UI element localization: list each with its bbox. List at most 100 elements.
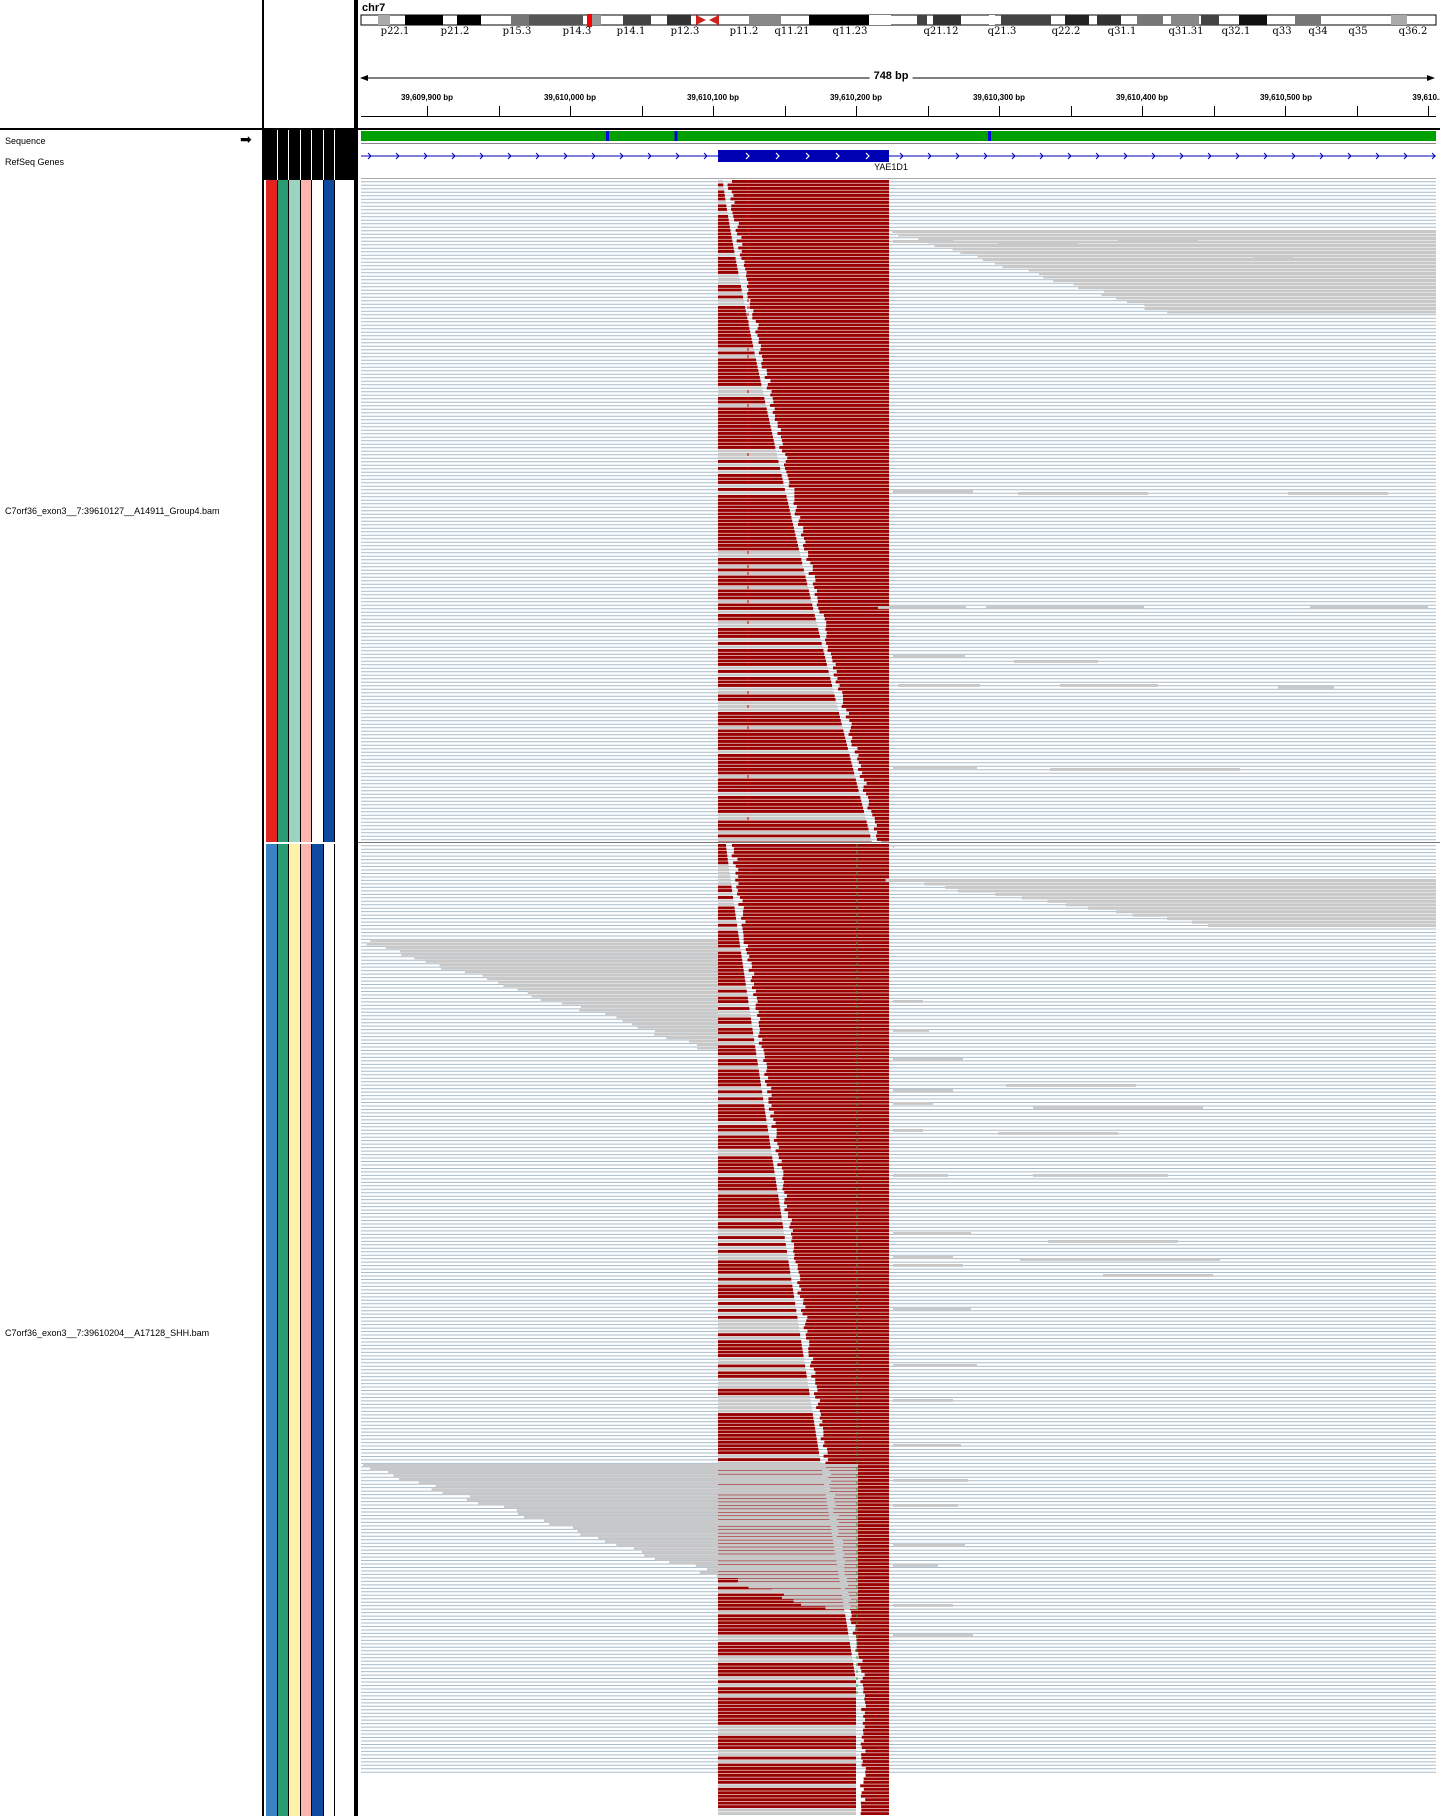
mismatch-read: [718, 1038, 755, 1042]
aligned-read: [718, 687, 833, 691]
mismatch-read: [866, 792, 889, 796]
mismatch-read: [798, 519, 889, 523]
mismatch-read: [743, 264, 889, 267]
bam1-alignment-track[interactable]: [358, 180, 1440, 842]
mismatch-read: [718, 295, 744, 299]
mismatch-read: [794, 1243, 889, 1246]
data-panel[interactable]: chr7 p22.1 p21.2 p15.3 p14.3 p14.1 p12.3 p11.2…: [358, 0, 1440, 1816]
attribute-color-column[interactable]: [266, 180, 277, 842]
mismatch-read: [759, 1031, 889, 1035]
attribute-color-column[interactable]: [312, 844, 323, 1816]
mismatch-read: [758, 1024, 889, 1028]
mismatch-read: [718, 1735, 856, 1739]
aligned-read: [1047, 899, 1436, 903]
mismatch-read: [718, 1111, 766, 1115]
mismatch-read: [748, 288, 889, 292]
mismatch-read: [718, 789, 859, 792]
strand-arrow-icon: [1011, 152, 1016, 160]
mismatch-read: [760, 348, 889, 351]
gene-name-label[interactable]: YAE1D1: [874, 162, 908, 172]
strand-arrow-icon: [367, 152, 372, 160]
refseq-track-label[interactable]: RefSeq Genes: [5, 157, 65, 167]
mismatch-read: [862, 1676, 889, 1680]
bam1-track-label[interactable]: C7orf36_exon3__7:39610127__A14911_Group4…: [5, 506, 220, 516]
attribute-separator: [288, 180, 289, 842]
mismatch-read: [718, 1354, 804, 1357]
mismatch-read: [718, 1433, 817, 1437]
mismatch-read: [825, 638, 889, 642]
attribute-color-column[interactable]: [312, 180, 323, 842]
chromosome-ideogram[interactable]: [358, 14, 1440, 44]
attribute-color-column[interactable]: [277, 844, 289, 1816]
mismatch-read: [862, 1760, 889, 1763]
mismatch-read: [794, 488, 889, 491]
mismatch-read: [770, 1114, 889, 1118]
attribute-color-column[interactable]: [300, 180, 312, 842]
aligned-read: [1028, 268, 1436, 272]
strand-arrow-icon: [1431, 152, 1436, 160]
sequence-track-label[interactable]: Sequence: [5, 136, 46, 146]
aligned-read: [366, 942, 718, 946]
cytoband: [590, 15, 601, 25]
centromere-right: [709, 15, 719, 25]
chromosome-label[interactable]: chr7: [362, 2, 386, 14]
mismatch-read: [794, 512, 889, 516]
mismatch-read: [766, 369, 889, 372]
mismatch-read: [764, 1052, 889, 1056]
mismatch-read: [718, 1628, 848, 1632]
mismatch-read: [718, 432, 773, 435]
mismatch-read: [718, 1430, 816, 1434]
attribute-color-column[interactable]: [266, 844, 277, 1816]
mismatch-read: [745, 920, 889, 924]
aligned-read: [893, 845, 894, 848]
attribute-color-column[interactable]: [277, 180, 289, 842]
mismatch-read: [718, 376, 760, 379]
strand-arrow-icon[interactable]: ➡: [240, 131, 252, 147]
mismatch-read: [718, 204, 727, 208]
aligned-read: [718, 1298, 795, 1302]
mismatch-read: [718, 1017, 751, 1021]
mismatch-read: [857, 747, 889, 750]
mismatch-read: [771, 1093, 889, 1097]
mismatch-read: [741, 236, 889, 239]
mismatch-read: [808, 551, 889, 554]
mismatch-read: [718, 989, 747, 993]
mismatch-read: [751, 975, 889, 979]
mismatch-read: [803, 544, 889, 547]
mismatch-read: [718, 733, 845, 736]
mismatch-read: [795, 1260, 889, 1264]
mismatch-read: [778, 1156, 889, 1160]
attribute-color-column[interactable]: [323, 844, 335, 1816]
attribute-color-column[interactable]: [289, 180, 300, 842]
attribute-color-column[interactable]: [323, 180, 335, 842]
bam2-alignment-track[interactable]: [358, 844, 1440, 1816]
mismatch-read: [755, 989, 889, 993]
mismatch-read: [718, 383, 762, 386]
aligned-read: [893, 1129, 923, 1132]
panel-divider[interactable]: [262, 0, 264, 1816]
bam2-track-label[interactable]: C7orf36_exon3__7:39610204__A17128_SHH.ba…: [5, 1328, 210, 1338]
mismatch-read: [718, 1045, 756, 1049]
mismatch-read: [718, 1767, 856, 1770]
mismatch-read: [861, 1808, 889, 1812]
aligned-read: [718, 892, 733, 896]
mismatch-read: [734, 201, 889, 204]
mismatch-read: [757, 1014, 889, 1017]
refseq-gene-track[interactable]: [358, 146, 1440, 172]
sequence-track[interactable]: [361, 131, 1436, 141]
panel-divider[interactable]: [354, 0, 358, 1816]
mismatch-read: [718, 1302, 796, 1305]
mismatch-read: [838, 1513, 889, 1517]
attribute-separator: [299, 844, 301, 1816]
attribute-color-column[interactable]: [300, 844, 312, 1816]
mismatch-read: [865, 1749, 889, 1753]
aligned-read: [718, 1239, 786, 1243]
mismatch-read: [731, 854, 889, 858]
mismatch-read: [718, 313, 747, 316]
mismatch-read: [718, 1027, 753, 1031]
mismatch-read: [860, 1801, 889, 1805]
mismatch-read: [857, 757, 889, 761]
mismatch-read: [850, 740, 889, 743]
mismatch-read: [718, 603, 813, 607]
attribute-color-column[interactable]: [289, 844, 300, 1816]
